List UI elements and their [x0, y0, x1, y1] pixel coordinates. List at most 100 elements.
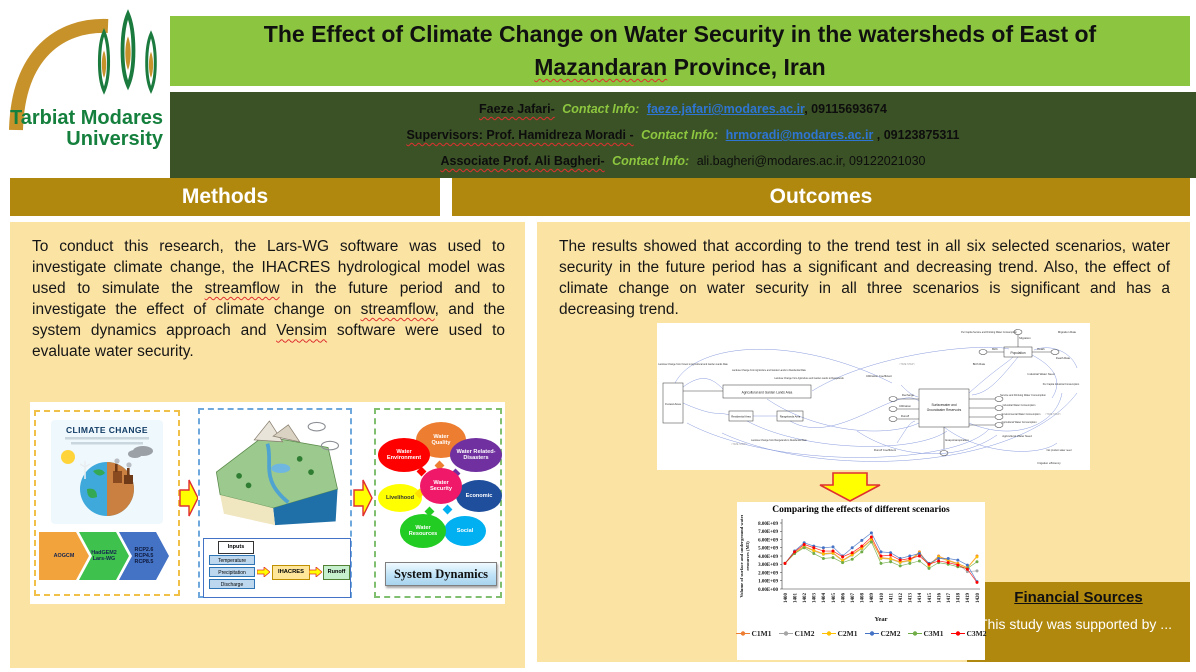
svg-text:<TIME STEP>: <TIME STEP> [899, 363, 916, 366]
title-part2: Province, Iran [667, 54, 826, 80]
author2-phone: , 09123875311 [873, 128, 960, 142]
svg-text:Service and Drinking Water Con: Service and Drinking Water Consumption [1000, 394, 1046, 397]
legend-item-C1M2: C1M2 [778, 629, 815, 638]
legend-item-C3M1: C3M1 [907, 629, 944, 638]
author-line-1: Faeze Jafari- Contact Info: faeze.jafari… [479, 102, 887, 116]
svg-text:1416: 1416 [937, 593, 942, 604]
sun-icon [61, 450, 75, 464]
svg-text:1417: 1417 [947, 593, 952, 604]
stock-labels: Forest Area Agricultural and Garden Land… [665, 351, 1026, 419]
vensim-diagram: Forest Area Agricultural and Garden Land… [657, 323, 1090, 470]
svg-text:1406: 1406 [841, 593, 846, 604]
financial-sources: Financial Sources This study was support… [967, 582, 1190, 662]
author3-contact-label: Contact Info: [612, 154, 690, 168]
svg-text:1418: 1418 [957, 593, 962, 604]
svg-text:<TIME STEP>: <TIME STEP> [1045, 413, 1062, 416]
svg-text:1409: 1409 [870, 593, 875, 604]
outcomes-header: Outcomes [452, 178, 1190, 216]
svg-text:7.00E+09: 7.00E+09 [758, 530, 778, 535]
vensim-graphic: Forest Area Agricultural and Garden Land… [658, 329, 1080, 465]
logo-text-line1: Tarbiat Modares [10, 107, 163, 129]
methods-paragraph: To conduct this research, the Lars-WG so… [32, 236, 505, 362]
svg-text:Volume of surface and undergro: Volume of surface and underground water [739, 515, 744, 598]
system-dynamics-panel: Water Quality Water Related- Disasters E… [374, 408, 502, 598]
logo-text-line2: University [66, 128, 164, 150]
author3-email: ali.bagheri@modares.ac.ir, 09122021030 [696, 154, 926, 168]
svg-text:Surfacewater and: Surfacewater and [932, 403, 957, 407]
time-step-labels: <TIME STEP> <TIME STEP> <TIME STEP> [731, 363, 1062, 446]
financial-sources-title: Financial Sources [1014, 589, 1143, 606]
svg-text:Death: Death [1037, 347, 1045, 351]
svg-text:Per Capita Service and Drinkin: Per Capita Service and Drinking Water Co… [961, 331, 1017, 334]
oval-water-resources: Water Resources [400, 514, 446, 548]
runoff-box: Runoff [323, 565, 350, 580]
arrow-right-icon [257, 567, 270, 577]
oval-social: Social [444, 516, 486, 546]
svg-text:Per Capita Industrial Consumpt: Per Capita Industrial Consumption [1043, 383, 1080, 386]
author3-name: Associate Prof. Ali Bagheri- [440, 154, 605, 168]
author1-email-link[interactable]: faeze.jafari@modares.ac.ir [646, 102, 805, 116]
authors-band: Faeze Jafari- Contact Info: faeze.jafari… [170, 92, 1196, 178]
svg-text:0.00E+00: 0.00E+00 [758, 588, 778, 593]
svg-text:8.00E+09: 8.00E+09 [758, 522, 778, 527]
svg-text:Birth: Birth [992, 347, 998, 351]
svg-text:Runoff: Runoff [901, 414, 909, 418]
author1-phone: , 09115693674 [804, 102, 887, 116]
chart-plot-area: 0.00E+00 1.00E+09 2.00E+09 3.00E+09 4.00E+09… [739, 515, 981, 623]
svg-text:1407: 1407 [851, 593, 856, 604]
title-part1: The Effect of Climate Change on Water Se… [263, 21, 1097, 47]
legend-item-C3M2: C3M2 [950, 629, 987, 638]
svg-text:3.00E+09: 3.00E+09 [758, 563, 778, 568]
ihacres-panel: Inputs Temperature Precipitation Dischar… [198, 408, 352, 598]
svg-text:6.00E+09: 6.00E+09 [758, 538, 778, 543]
svg-text:Rangelands Area: Rangelands Area [780, 415, 801, 419]
ihacres-model-box: IHACRES [272, 565, 310, 580]
svg-text:Landuse Change from Agricultur: Landuse Change from Agriculture and Gard… [732, 369, 807, 372]
legend-item-C1M1: C1M1 [735, 629, 772, 638]
climate-change-illustration: CLIMATE CHANGE [51, 420, 163, 524]
system-dynamics-button: System Dynamics [385, 562, 497, 586]
oval-livelihood: Livelihood [378, 484, 422, 512]
oval-water-environment: Water Environment [378, 438, 430, 472]
scenario-chart: Comparing the effects of different scena… [735, 502, 987, 660]
financial-sources-text: This study was supported by ... [979, 616, 1172, 632]
svg-text:Infiltration: Infiltration [899, 404, 912, 408]
svg-text:1411: 1411 [889, 593, 894, 603]
svg-text:Agricultural Water Need: Agricultural Water Need [1002, 434, 1032, 438]
svg-text:1401: 1401 [793, 593, 798, 604]
svg-text:Net product water need: Net product water need [1047, 449, 1073, 452]
climate-change-title: CLIMATE CHANGE [66, 425, 148, 435]
methods-text-3: , and the system dynamics approach and [32, 301, 506, 340]
outcomes-panel: The results showed that according to the… [537, 222, 1190, 662]
oval-water-related-disasters: Water Related- Disasters [450, 438, 502, 472]
svg-text:1419: 1419 [966, 593, 971, 604]
svg-text:Environmental Water Consumptio: Environmental Water Consumption [1002, 413, 1041, 416]
svg-text:Recharge: Recharge [902, 393, 915, 397]
svg-text:Evapotranspiration: Evapotranspiration [945, 438, 969, 442]
svg-text:Migration Rate: Migration Rate [1058, 330, 1077, 334]
title-wavy-word: Mazandaran [534, 54, 668, 80]
cloud-icon [128, 446, 153, 458]
author2-contact-label: Contact Info: [641, 128, 719, 142]
svg-text:Irrigation efficiency: Irrigation efficiency [1037, 461, 1061, 465]
svg-text:1402: 1402 [803, 593, 808, 604]
methods-header-label: Methods [181, 185, 269, 208]
author2-email-link[interactable]: hrmoradi@modares.ac.ir [725, 128, 874, 142]
author1-contact-label: Contact Info: [562, 102, 640, 116]
svg-text:1413: 1413 [909, 593, 914, 604]
svg-text:1414: 1414 [918, 593, 923, 604]
methods-text-4: software were used to evaluate water sec… [32, 322, 505, 361]
cloud-icon [307, 421, 340, 451]
svg-text:1415: 1415 [928, 593, 933, 604]
stock-boxes [662, 329, 1060, 456]
svg-text:Groundwater Reservoirs: Groundwater Reservoirs [927, 408, 962, 412]
svg-text:Runoff Coefficient: Runoff Coefficient [874, 448, 896, 452]
chart-title: Comparing the effects of different scena… [772, 505, 950, 515]
chevron-aogcm: AOGCM [39, 532, 89, 580]
svg-text:Birth Rate: Birth Rate [973, 362, 986, 366]
watershed-graphic [215, 420, 340, 526]
svg-text:Industrial Water Consumption: Industrial Water Consumption [1003, 404, 1036, 407]
svg-text:Infiltration Coefficient: Infiltration Coefficient [866, 374, 892, 378]
outcomes-header-label: Outcomes [769, 185, 873, 208]
